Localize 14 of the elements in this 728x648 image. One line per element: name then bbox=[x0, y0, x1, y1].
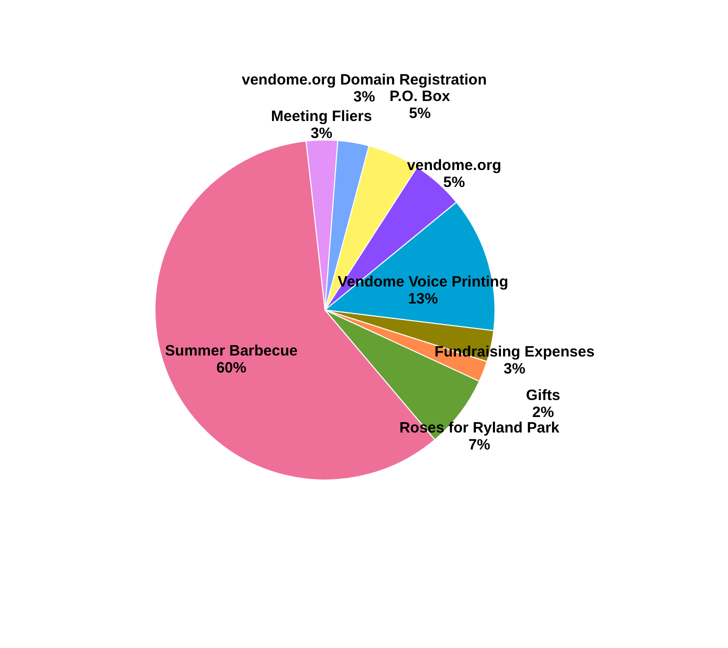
data-label: 3% bbox=[353, 88, 376, 106]
slice-label: Meeting Fliers bbox=[271, 108, 372, 126]
data-label: 3% bbox=[504, 360, 526, 378]
slice-label: Summer Barbecue bbox=[165, 342, 298, 360]
data-label: 3% bbox=[310, 125, 332, 142]
data-label: 60% bbox=[216, 359, 246, 376]
slice-label: P.O. Box bbox=[390, 88, 451, 106]
data-label: 13% bbox=[408, 290, 438, 308]
slice-label: vendome.org Domain Registration bbox=[242, 71, 487, 88]
data-label: 2% bbox=[532, 404, 554, 421]
data-label: 7% bbox=[468, 436, 490, 454]
data-label: 5% bbox=[443, 174, 465, 192]
slice-label: Gifts bbox=[526, 386, 560, 404]
data-label: 5% bbox=[409, 105, 431, 122]
